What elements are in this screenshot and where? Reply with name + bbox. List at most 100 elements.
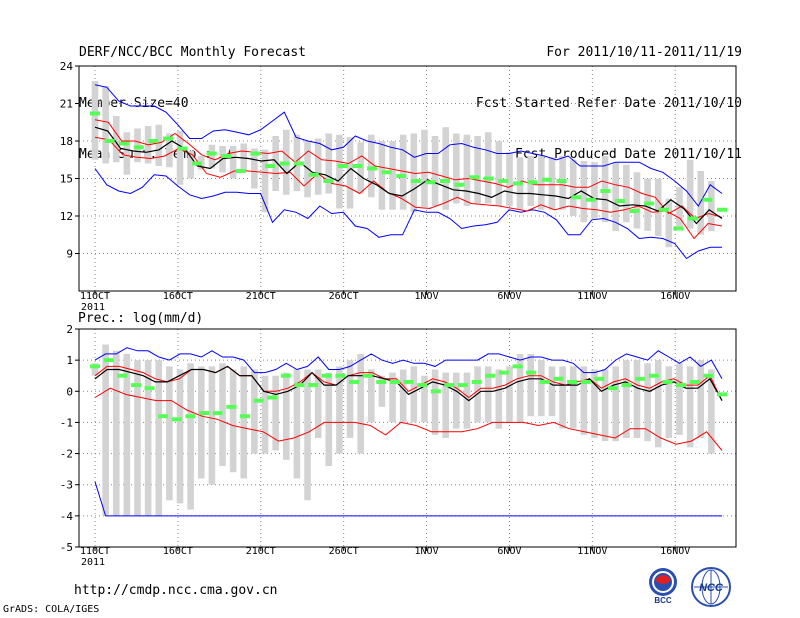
observed-marker	[226, 404, 237, 409]
observed-marker	[389, 379, 400, 384]
observed-marker	[717, 392, 727, 397]
x-tick-label: 6NOV	[497, 291, 521, 302]
ensemble-box	[261, 149, 269, 213]
ensemble-box	[346, 137, 354, 209]
observed-marker	[689, 379, 700, 384]
ensemble-box	[325, 372, 333, 467]
ensemble-box	[538, 360, 545, 417]
observed-marker	[206, 151, 217, 156]
observed-marker	[337, 164, 348, 168]
y-tick-label: -5	[60, 541, 73, 554]
ensemble-box	[240, 366, 248, 479]
observed-marker	[381, 170, 392, 175]
ensemble-box	[187, 151, 194, 179]
observed-marker	[376, 379, 387, 384]
ensemble-box	[601, 369, 609, 442]
observed-marker	[458, 383, 469, 388]
ensemble-box	[442, 127, 449, 210]
ensemble-box	[368, 134, 375, 198]
ensemble-box	[686, 159, 694, 229]
grads-credit: GrADS: COLA/IGES	[3, 604, 100, 615]
ensemble-box	[559, 366, 566, 429]
observed-marker	[571, 195, 582, 200]
observed-marker	[580, 379, 591, 384]
ensemble-mean-line	[94, 365, 723, 402]
x-tick-label: 11NOV	[577, 291, 607, 302]
observed-marker	[308, 383, 319, 388]
observed-marker	[119, 141, 130, 146]
x-tick-label: 1NOV	[415, 546, 439, 557]
ensemble-box	[208, 144, 216, 169]
observed-marker	[239, 414, 250, 419]
ensemble-box	[676, 363, 683, 435]
observed-marker	[294, 161, 305, 166]
ensemble-box	[431, 369, 439, 435]
observed-marker	[403, 379, 414, 384]
ensemble-box	[155, 124, 163, 166]
observed-marker	[212, 411, 223, 416]
observed-marker	[676, 383, 687, 388]
bcc-logo: BCC	[649, 568, 677, 605]
observed-marker	[104, 139, 115, 143]
observed-marker	[469, 175, 480, 180]
y-tick-label: 21	[60, 98, 73, 111]
bcc-logo-ring	[652, 571, 674, 593]
observed-marker	[192, 161, 203, 166]
ensemble-box	[272, 136, 279, 191]
x-tick-label: 16OCT	[163, 291, 193, 302]
ensemble-box	[654, 178, 662, 236]
ensemble-box	[176, 369, 184, 504]
observed-marker	[117, 373, 128, 378]
x-tick-label: 16OCT	[163, 546, 193, 557]
ensemble-box	[697, 360, 705, 438]
ensemble-box	[399, 369, 407, 423]
y-tick-label: 12	[60, 210, 73, 223]
ensemble-box	[166, 366, 173, 501]
observed-marker	[703, 373, 714, 378]
ensemble-box	[229, 146, 237, 179]
observed-marker	[607, 386, 618, 391]
ensemble-box	[187, 363, 194, 510]
ensemble-box	[197, 366, 205, 479]
ensemble-box	[612, 162, 620, 231]
ensemble-min-line	[94, 481, 722, 517]
source-url[interactable]: http://cmdp.ncc.cma.gov.cn	[74, 583, 278, 598]
ensemble-box	[548, 366, 556, 417]
x-tick-label: 11OCT	[80, 291, 110, 302]
observed-marker	[352, 164, 363, 168]
observed-marker	[103, 358, 114, 363]
observed-marker	[629, 209, 640, 213]
ensemble-box	[516, 353, 524, 423]
observed-marker	[542, 177, 553, 182]
ensemble-box	[176, 131, 184, 185]
observed-marker	[635, 376, 646, 381]
ensemble-box	[261, 375, 269, 454]
ensemble-box	[484, 366, 492, 423]
observed-marker	[362, 373, 373, 378]
ncc-logo-globe	[694, 570, 728, 604]
observed-marker	[410, 179, 421, 183]
ensemble-box	[123, 132, 131, 175]
observed-marker	[648, 373, 659, 378]
observed-marker	[308, 172, 319, 177]
ensemble-box	[314, 138, 322, 195]
ensemble-box	[506, 152, 513, 206]
x-tick-label: 26OCT	[329, 546, 359, 557]
observed-marker	[425, 180, 436, 185]
observed-marker	[133, 145, 144, 150]
observed-marker	[498, 179, 509, 183]
observed-marker	[600, 189, 611, 193]
ensemble-box	[569, 366, 577, 429]
ensemble-box	[665, 198, 673, 248]
ensemble-box	[421, 375, 428, 423]
ensemble-box	[623, 360, 630, 438]
ensemble-box	[378, 141, 386, 210]
observed-marker	[396, 174, 407, 178]
bcc-logo-text: BCC	[654, 596, 672, 605]
ensemble-box	[410, 366, 418, 423]
observed-marker	[348, 379, 359, 384]
y-tick-label: -2	[60, 448, 73, 461]
ensemble-box	[580, 366, 588, 435]
x-year-label: 2011	[81, 557, 105, 568]
plot-frame	[78, 328, 737, 548]
